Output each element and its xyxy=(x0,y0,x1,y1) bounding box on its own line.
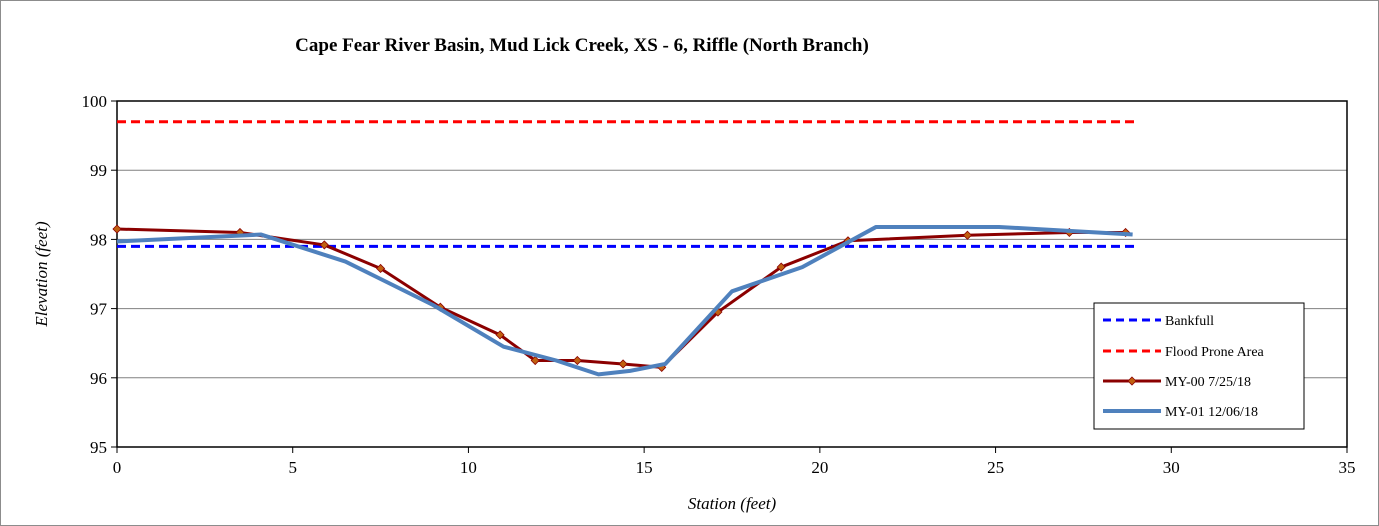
legend: Bankfull Flood Prone Area MY-00 7/25/18 MY-… xyxy=(1093,302,1305,430)
x-tick-label: 5 xyxy=(288,458,297,477)
data-point xyxy=(572,355,582,366)
legend-label-0: Bankfull xyxy=(1165,314,1214,329)
legend-label-3: MY-01 12/06/18 xyxy=(1165,405,1258,420)
legend-label-2: MY-00 7/25/18 xyxy=(1165,375,1251,390)
plot-area xyxy=(116,100,1348,448)
x-tick-label: 0 xyxy=(113,458,122,477)
data-point xyxy=(530,355,540,366)
y-tick-label: 97 xyxy=(90,300,108,319)
chart-title: Cape Fear River Basin, Mud Lick Creek, X… xyxy=(295,35,869,56)
x-tick-label: 15 xyxy=(636,458,653,477)
data-point xyxy=(618,359,628,369)
legend-marker xyxy=(1127,376,1137,386)
x-tick-label: 20 xyxy=(811,458,828,477)
x-tick-label: 35 xyxy=(1339,458,1356,477)
x-tick-label: 25 xyxy=(987,458,1004,477)
data-point xyxy=(962,230,973,240)
data-point xyxy=(319,240,329,250)
y-axis-label: Elevation (feet) xyxy=(32,221,51,328)
y-tick-label: 96 xyxy=(90,369,107,388)
data-point xyxy=(376,263,386,274)
y-tick-label: 98 xyxy=(90,230,107,249)
series-layer xyxy=(112,120,1137,377)
series-line-3 xyxy=(116,224,1133,377)
data-point xyxy=(776,262,786,272)
data-point xyxy=(495,330,505,340)
legend-box xyxy=(1093,302,1305,430)
x-axis-label: Station (feet) xyxy=(688,494,777,513)
legend-label-1: Flood Prone Area xyxy=(1165,345,1265,360)
x-tick-label: 30 xyxy=(1163,458,1180,477)
y-tick-label: 99 xyxy=(90,161,107,180)
x-axis-ticks: 0 5 10 15 20 25 30 35 xyxy=(113,447,1356,477)
y-tick-label: 95 xyxy=(90,438,107,457)
series-line-2 xyxy=(116,227,1126,369)
x-tick-label: 10 xyxy=(460,458,477,477)
y-tick-label: 100 xyxy=(82,92,108,111)
data-point xyxy=(112,224,122,234)
y-axis-ticks: 95 96 97 98 99 100 xyxy=(82,92,117,457)
